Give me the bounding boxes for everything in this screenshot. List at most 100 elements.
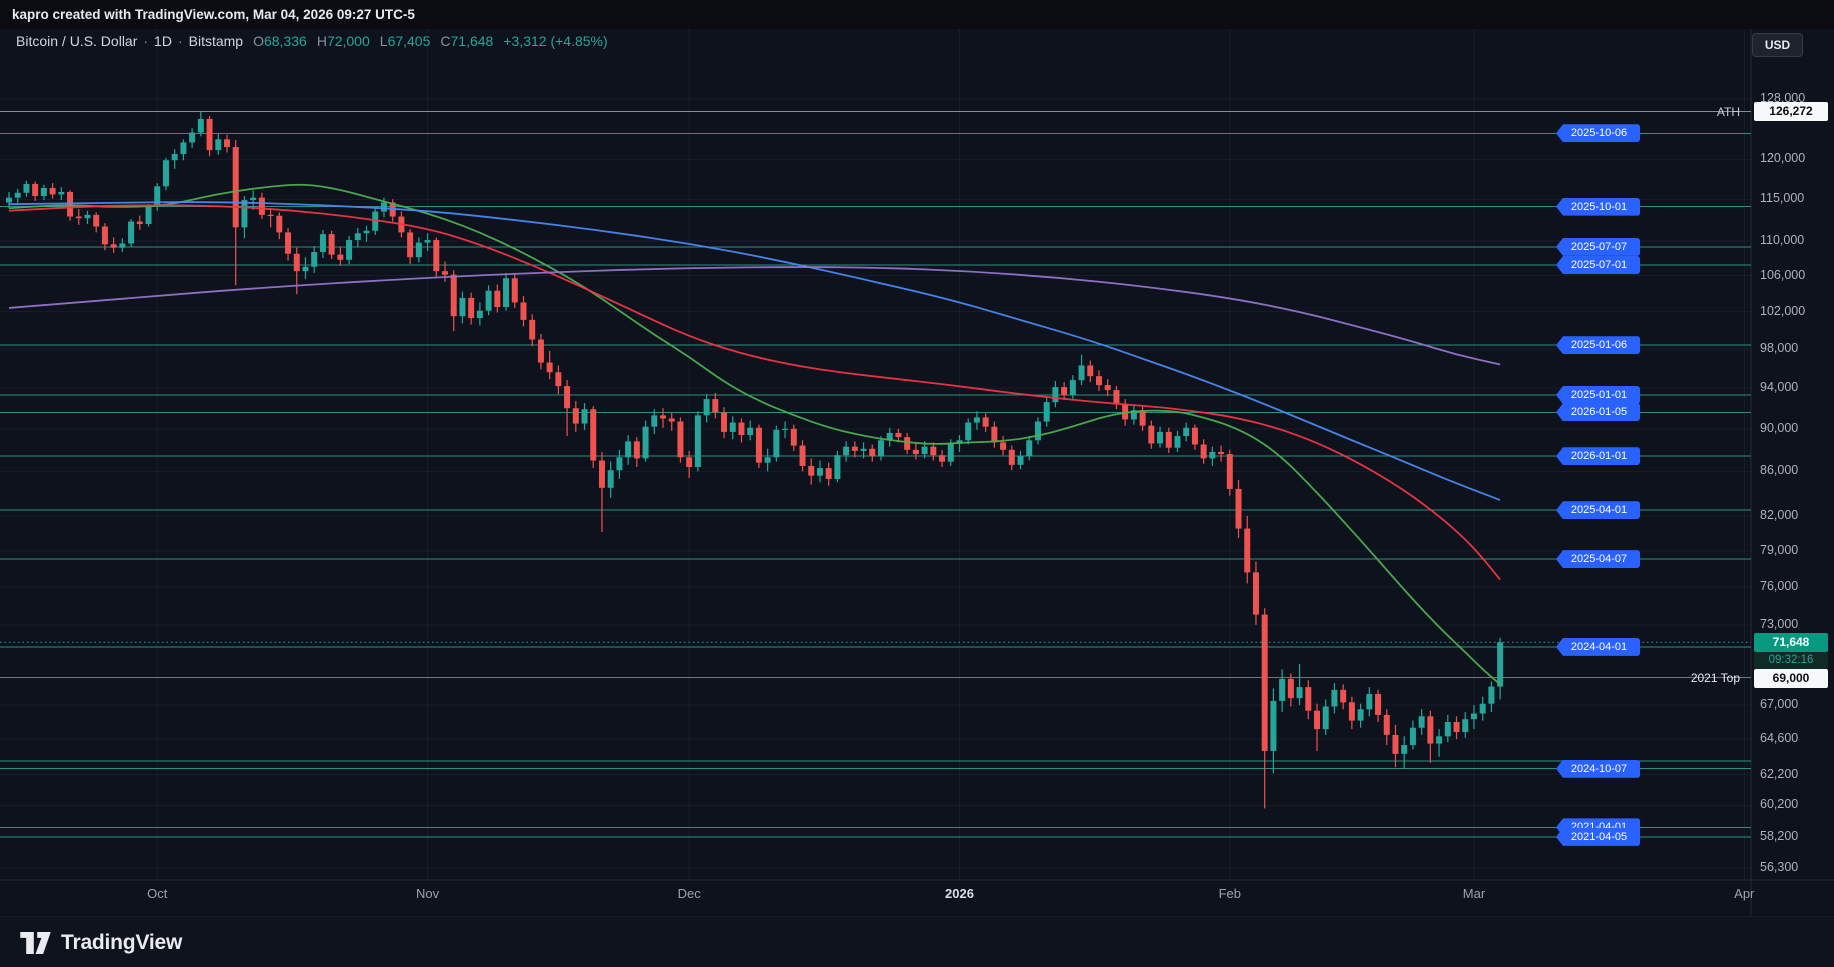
candle-body (136, 221, 143, 225)
candle-body (1226, 454, 1233, 489)
candle-body (581, 409, 588, 424)
attribution-text: kapro created with TradingView.com, Mar … (12, 7, 415, 22)
candle-body (1436, 736, 1443, 744)
candle-body (834, 455, 841, 479)
candle-body (1026, 440, 1033, 457)
candle-body (546, 362, 553, 373)
candle-body (520, 302, 527, 320)
candle-body (939, 455, 946, 462)
candle-body (764, 457, 771, 463)
candle-body (267, 214, 274, 217)
candle-body (755, 427, 762, 463)
candle-body (1209, 451, 1216, 459)
candle-body (110, 244, 117, 248)
candle-body (773, 429, 780, 458)
candle-body (956, 440, 963, 444)
candle-body (1401, 745, 1408, 754)
ma-line-blue (8, 201, 1501, 501)
candle-body (442, 271, 448, 275)
candle-body (1453, 722, 1460, 733)
candle-body (1470, 713, 1477, 720)
ma-line-green (8, 183, 1501, 686)
candle-body (799, 445, 806, 466)
candle-body (380, 202, 387, 212)
candle-body (1287, 678, 1294, 699)
candle-body (555, 372, 562, 387)
candle-body (241, 200, 248, 228)
candle-body (363, 230, 370, 234)
candle-body (258, 197, 265, 215)
candle-body (215, 139, 222, 151)
candle-body (712, 399, 719, 413)
interval-label[interactable]: 1D (154, 33, 172, 49)
candle-body (729, 422, 736, 432)
candle-body (607, 470, 614, 488)
candle-body (668, 418, 675, 422)
candle-body (32, 183, 39, 197)
candle-body (459, 297, 466, 317)
candle-body (703, 399, 710, 416)
candle-body (1061, 387, 1068, 396)
candle-body (424, 240, 431, 243)
candle-body (782, 428, 789, 430)
candle-body (119, 243, 126, 248)
candle-body (1252, 572, 1259, 615)
candle-body (1409, 727, 1416, 746)
candle-body (1148, 425, 1155, 444)
candle-body (965, 422, 972, 441)
candle-body (694, 415, 701, 467)
candle-body (529, 319, 536, 340)
candle-body (1383, 714, 1390, 735)
candle-body (1479, 703, 1486, 714)
candle-body (49, 187, 56, 195)
candle-body (93, 214, 100, 227)
candle-body (250, 197, 257, 201)
candle-body (407, 232, 414, 258)
candle-body (633, 441, 640, 459)
candle-body (232, 147, 239, 228)
candle-body (1331, 689, 1338, 707)
bottom-bar: TradingView (0, 916, 1834, 967)
candle-body (790, 428, 797, 446)
candle-body (302, 266, 309, 272)
symbol-legend: Bitcoin / U.S. Dollar · 1D · Bitstamp O6… (16, 33, 608, 49)
candle-body (843, 446, 850, 456)
exchange-label[interactable]: Bitstamp (188, 33, 244, 49)
candle-body (677, 421, 684, 458)
currency-toggle-button[interactable]: USD (1752, 33, 1803, 57)
candle-body (101, 226, 108, 245)
ma-line-red (8, 204, 1501, 581)
candle-body (1017, 456, 1024, 465)
candle-body (171, 153, 178, 161)
candle-body (145, 206, 152, 225)
candle-body (1357, 709, 1364, 721)
candle-body (1392, 734, 1399, 754)
candle-body (895, 432, 902, 438)
candle-body (128, 221, 135, 244)
candle-body (154, 186, 161, 207)
candle-body (1270, 700, 1277, 751)
candle-body (1200, 444, 1207, 459)
candle-body (1087, 365, 1094, 377)
candle-body (651, 415, 658, 427)
candle-body (337, 254, 344, 260)
tradingview-logo[interactable]: TradingView (20, 931, 182, 955)
candle-body (6, 197, 12, 203)
candle-body (808, 465, 815, 476)
candle-body (180, 142, 187, 154)
candle-body (1261, 614, 1268, 751)
candle-body (1314, 710, 1320, 730)
candle-body (738, 422, 745, 436)
candle-body (869, 448, 876, 457)
candle-body (851, 446, 858, 451)
candle-body (1244, 528, 1251, 573)
candle-body (1008, 449, 1015, 465)
candle-body (598, 460, 605, 488)
symbol-title[interactable]: Bitcoin / U.S. Dollar (16, 33, 138, 49)
candle-body (1218, 451, 1225, 455)
candle-body (415, 242, 422, 258)
candle-body (40, 187, 47, 197)
candle-body (1296, 687, 1303, 699)
